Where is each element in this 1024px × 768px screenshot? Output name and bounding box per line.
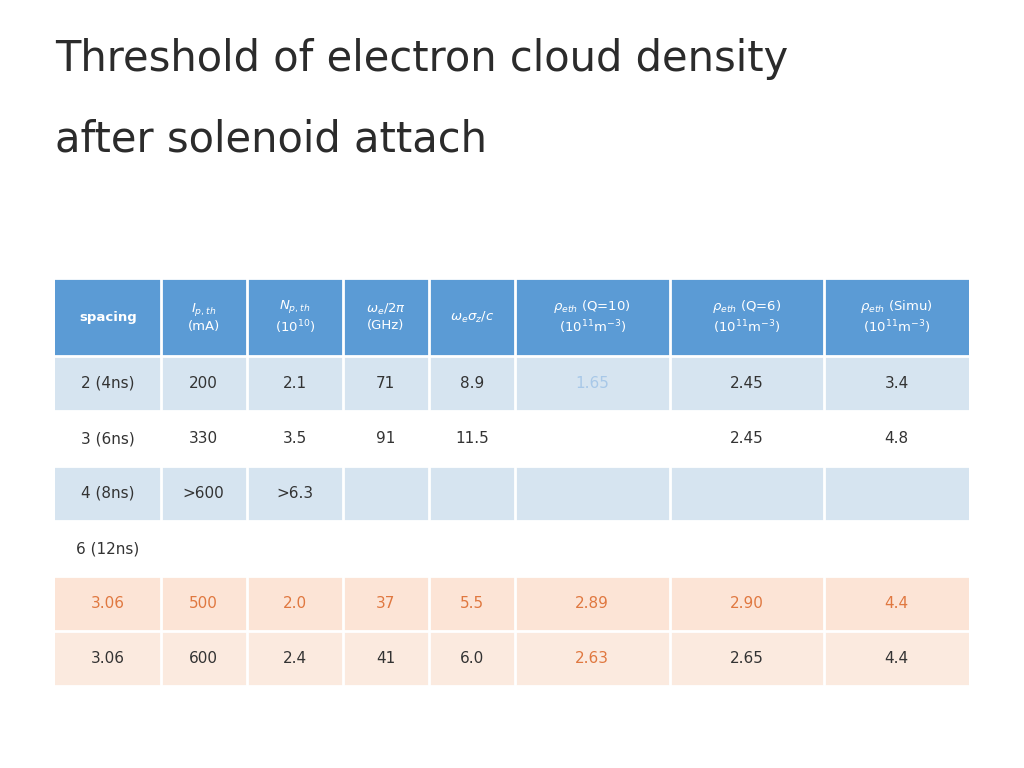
Text: 2.89: 2.89: [575, 596, 609, 611]
Text: 3.4: 3.4: [885, 376, 908, 391]
Text: 330: 330: [189, 431, 218, 446]
Text: 3.06: 3.06: [91, 596, 125, 611]
Text: 1.65: 1.65: [575, 376, 609, 391]
Text: >600: >600: [183, 486, 224, 501]
Text: 2.1: 2.1: [283, 376, 307, 391]
Text: 4.4: 4.4: [885, 596, 908, 611]
Text: 71: 71: [376, 376, 395, 391]
Text: 8.9: 8.9: [460, 376, 484, 391]
Bar: [55, 356, 969, 411]
Text: 2.0: 2.0: [283, 596, 307, 611]
Text: 3 (6ns): 3 (6ns): [81, 431, 135, 446]
Text: 4 (8ns): 4 (8ns): [81, 486, 134, 501]
Text: $\omega_e\sigma_z/c$: $\omega_e\sigma_z/c$: [450, 310, 494, 325]
Text: 2.45: 2.45: [730, 431, 764, 446]
Bar: [55, 278, 969, 356]
Text: 6 (12ns): 6 (12ns): [76, 541, 139, 556]
Text: after solenoid attach: after solenoid attach: [55, 118, 487, 160]
Text: $N_{p,th}$
$(10^{10})$: $N_{p,th}$ $(10^{10})$: [274, 298, 315, 336]
Bar: [55, 576, 969, 631]
Bar: [55, 631, 969, 686]
Text: 6.0: 6.0: [460, 651, 484, 666]
Text: $\omega_e/2\pi$
(GHz): $\omega_e/2\pi$ (GHz): [366, 302, 406, 333]
Text: 3.06: 3.06: [91, 651, 125, 666]
Text: Threshold of electron cloud density: Threshold of electron cloud density: [55, 38, 788, 80]
Text: 4.8: 4.8: [885, 431, 908, 446]
Text: 41: 41: [376, 651, 395, 666]
Text: 2.45: 2.45: [730, 376, 764, 391]
Text: 2.63: 2.63: [575, 651, 609, 666]
Bar: [55, 521, 969, 576]
Text: $\rho_{eth}$ (Q=6)
$(10^{11}$m$^{-3})$: $\rho_{eth}$ (Q=6) $(10^{11}$m$^{-3})$: [713, 298, 781, 336]
Text: 500: 500: [189, 596, 218, 611]
Text: 2.65: 2.65: [730, 651, 764, 666]
Text: 5.5: 5.5: [460, 596, 484, 611]
Text: 600: 600: [189, 651, 218, 666]
Bar: [55, 466, 969, 521]
Text: 4.4: 4.4: [885, 651, 908, 666]
Text: 2.4: 2.4: [283, 651, 307, 666]
Text: $\rho_{eth}$ (Q=10)
$(10^{11}$m$^{-3})$: $\rho_{eth}$ (Q=10) $(10^{11}$m$^{-3})$: [553, 298, 631, 336]
Text: $\rho_{eth}$ (Simu)
$(10^{11}$m$^{-3})$: $\rho_{eth}$ (Simu) $(10^{11}$m$^{-3})$: [860, 298, 933, 336]
Text: 2 (4ns): 2 (4ns): [81, 376, 134, 391]
Text: spacing: spacing: [79, 310, 137, 323]
Text: 2.90: 2.90: [730, 596, 764, 611]
Text: $I_{p,th}$
(mA): $I_{p,th}$ (mA): [187, 301, 220, 333]
Bar: [55, 411, 969, 466]
Text: 3.5: 3.5: [283, 431, 307, 446]
Text: >6.3: >6.3: [276, 486, 313, 501]
Text: 11.5: 11.5: [455, 431, 488, 446]
Text: 200: 200: [189, 376, 218, 391]
Text: 91: 91: [376, 431, 395, 446]
Text: 37: 37: [376, 596, 395, 611]
